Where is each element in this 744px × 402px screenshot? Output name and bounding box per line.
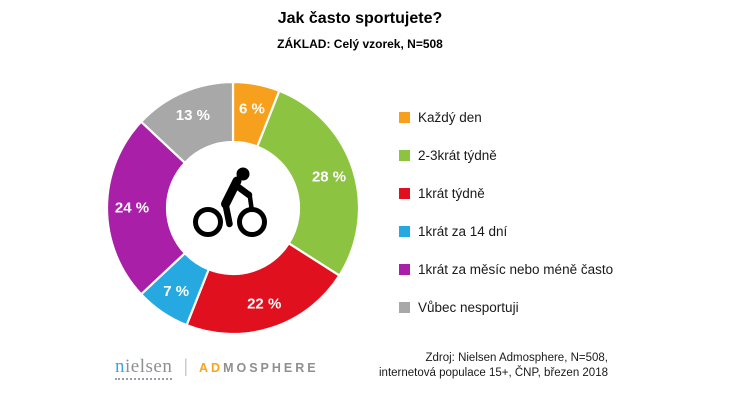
legend-label-0: Každý den xyxy=(418,109,482,125)
slice-value-label-4: 24 % xyxy=(115,200,149,217)
source-note: Zdroj: Nielsen Admosphere, N=508, intern… xyxy=(379,351,608,381)
legend-item-0: Každý den xyxy=(399,98,613,136)
nielsen-wordmark-first-letter: n xyxy=(115,356,125,377)
donut-value-labels: 6 % 28 % 22 % 7 % 24 % 13 % xyxy=(115,100,346,312)
source-line-2: internetová populace 15+, ČNP, březen 20… xyxy=(379,367,608,379)
cyclist-icon xyxy=(193,167,267,237)
admosphere-wordmark: ADMOSPHERE xyxy=(199,362,319,375)
legend-swatch-5 xyxy=(399,301,410,313)
legend-label-4: 1krát za měsíc nebo méně často xyxy=(418,261,614,277)
donut-slices xyxy=(105,80,361,336)
donut-chart: 6 % 28 % 22 % 7 % 24 % 13 % xyxy=(105,80,361,336)
legend-item-4: 1krát za měsíc nebo méně často xyxy=(399,250,613,288)
donut-slice-1 xyxy=(256,89,361,277)
donut-slice-4 xyxy=(105,120,186,296)
donut-slice-5 xyxy=(140,80,235,164)
slice-value-label-0: 6 % xyxy=(239,100,265,117)
legend-label-1: 2-3krát týdně xyxy=(418,147,497,163)
legend-item-2: 1krát týdně xyxy=(399,174,613,212)
legend-swatch-4 xyxy=(399,263,410,275)
slice-value-label-1: 28 % xyxy=(312,168,346,185)
slice-value-label-2: 22 % xyxy=(247,296,281,313)
legend-item-5: Vůbec nesportuji xyxy=(399,288,613,326)
admosphere-wordmark-accent: AD xyxy=(199,361,224,375)
legend-label-3: 1krát za 14 dní xyxy=(418,223,508,239)
chart-title: Jak často sportujete? xyxy=(277,10,443,27)
logo-divider: | xyxy=(183,356,189,376)
slice-value-label-5: 13 % xyxy=(176,107,210,124)
legend-swatch-0 xyxy=(399,111,410,123)
admosphere-wordmark-rest: MOSPHERE xyxy=(223,361,319,375)
legend-item-1: 2-3krát týdně xyxy=(399,136,613,174)
nielsen-admosphere-logo: nielsen | ADMOSPHERE xyxy=(115,356,319,380)
legend-swatch-3 xyxy=(399,225,410,237)
donut-slice-2 xyxy=(185,242,341,336)
legend-label-5: Vůbec nesportuji xyxy=(418,299,519,315)
legend-swatch-1 xyxy=(399,149,410,161)
slice-value-label-3: 7 % xyxy=(163,283,189,300)
nielsen-wordmark: nielsen xyxy=(115,356,173,380)
legend-label-2: 1krát týdně xyxy=(418,185,485,201)
legend-item-3: 1krát za 14 dní xyxy=(399,212,613,250)
chart-header: Jak často sportujete? ZÁKLAD: Celý vzore… xyxy=(0,10,720,51)
legend-swatch-2 xyxy=(399,187,410,199)
chart-subtitle: ZÁKLAD: Celý vzorek, N=508 xyxy=(277,37,443,51)
chart-legend: Každý den 2-3krát týdně 1krát týdně 1krát z… xyxy=(399,98,613,326)
source-line-1: Zdroj: Nielsen Admosphere, N=508, xyxy=(425,352,608,364)
nielsen-wordmark-rest: ielsen xyxy=(125,356,173,377)
